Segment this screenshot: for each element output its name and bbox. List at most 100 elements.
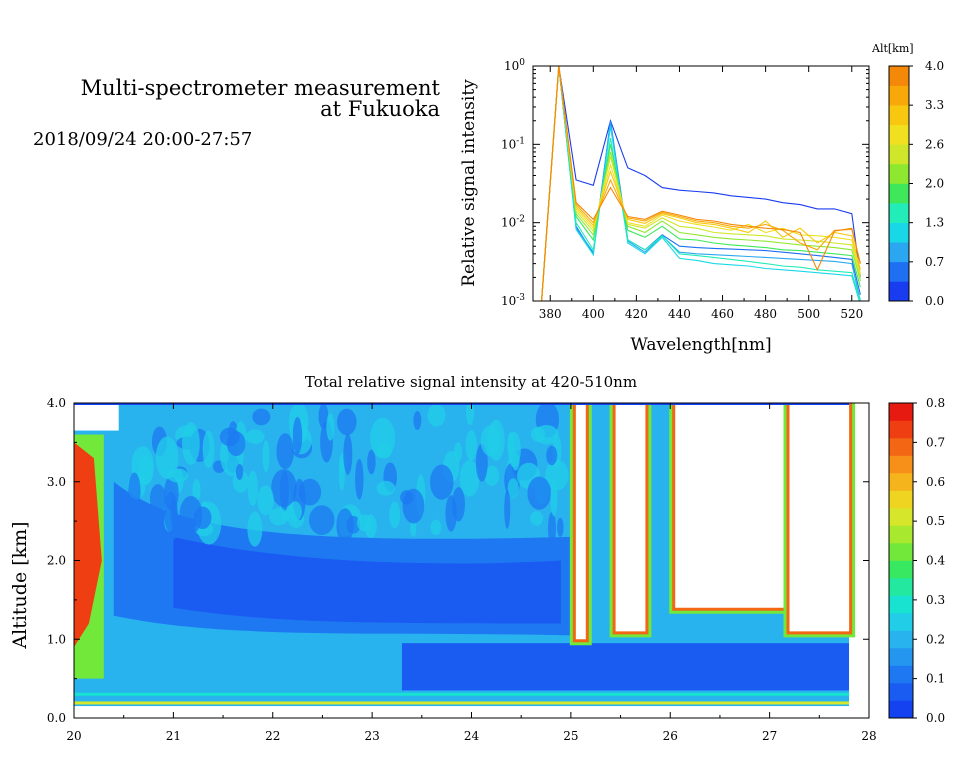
heatmap-y-tick-label: 0.0 — [47, 711, 66, 725]
heatmap-boundary-band — [401, 643, 850, 691]
heatmap-y-tick-label: 4.0 — [47, 396, 66, 410]
spectrum-x-tick-label: 420 — [625, 307, 648, 321]
altitude-colorbar-label: 4.0 — [925, 59, 944, 73]
spectrum-x-tick-label: 520 — [840, 307, 863, 321]
intensity-colorbar-cell — [889, 578, 913, 596]
intensity-colorbar-cell — [889, 420, 913, 439]
spectrum-x-tick-label: 440 — [668, 307, 691, 321]
heatmap-x-tick-label: 25 — [563, 729, 578, 743]
intensity-colorbar-label: 0.4 — [926, 554, 945, 568]
heatmap-speckle — [337, 408, 357, 436]
heatmap-speckle — [427, 404, 446, 427]
heatmap-nodata — [74, 403, 119, 431]
figure-title-line1: Multi-spectrometer measurement — [81, 76, 441, 100]
heatmap-speckle — [527, 476, 552, 510]
heatmap-speckle — [465, 403, 475, 426]
heatmap-speckle — [548, 512, 556, 545]
heatmap-speckle — [343, 433, 353, 475]
heatmap-surface-line-2 — [74, 692, 850, 696]
heatmap-speckle — [402, 488, 425, 524]
heatmap-x-tick-label: 22 — [265, 729, 280, 743]
spectrum-series-line-0 — [541, 66, 861, 301]
heatmap-speckle — [128, 472, 141, 511]
altitude-colorbar-cell — [889, 144, 909, 165]
spectrum-x-tick-label: 380 — [539, 307, 562, 321]
heatmap-speckle — [170, 495, 177, 532]
spectrum-y-tick-label: 10-3 — [501, 293, 525, 308]
heatmap-speckle — [192, 478, 201, 502]
spectrum-series-line-2 — [541, 66, 861, 301]
intensity-colorbar-cell — [889, 490, 913, 509]
heatmap-speckle — [149, 484, 166, 514]
heatmap-speckle — [550, 479, 558, 517]
heatmap-speckle — [138, 455, 154, 486]
heatmap-speckle — [410, 519, 417, 538]
heatmap-speckle — [288, 501, 302, 522]
spectrum-series-line-9 — [541, 66, 861, 301]
heatmap-speckle — [413, 411, 422, 430]
spectrum-y-tick-label: 10-2 — [501, 215, 525, 230]
heatmap-speckle — [247, 511, 263, 547]
altitude-colorbar-cell — [889, 105, 909, 126]
heatmap-speckle — [430, 519, 442, 536]
heatmap-x-tick-label: 27 — [762, 729, 777, 743]
heatmap-speckle — [262, 440, 270, 473]
spectrum-chart: 380 400 420 440 460 480 500 520 100 10-1 10-2 10-3… — [459, 58, 870, 355]
altitude-colorbar-cell — [889, 261, 909, 282]
heatmap-speckle — [226, 431, 246, 457]
altitude-colorbar-title: Alt[km] — [871, 42, 914, 55]
heatmap-speckle — [257, 485, 274, 516]
spectrum-series-line-11 — [541, 66, 861, 301]
heatmap-speckle — [252, 408, 271, 426]
heatmap-top-line — [74, 403, 850, 405]
heatmap-speckle — [376, 480, 396, 496]
spectrum-x-tick-label: 500 — [797, 307, 820, 321]
intensity-colorbar-cell — [889, 613, 913, 631]
intensity-colorbar-label: 0.7 — [926, 435, 945, 449]
intensity-colorbar-label: 0.3 — [926, 593, 945, 607]
heatmap-speckle — [389, 501, 401, 529]
heatmap-speckle — [179, 495, 203, 534]
spectrum-y-tick-label: 10-1 — [501, 136, 525, 151]
intensity-colorbar-cell — [889, 683, 913, 701]
heatmap-speckle — [336, 508, 354, 543]
intensity-colorbar-cell — [889, 403, 913, 421]
heatmap-chart: 20 21 22 23 24 25 26 27 28 0.0 1.0 2.0 3.0 4.0 Altit… — [9, 396, 877, 743]
spectrum-series-line-7 — [541, 66, 861, 301]
heatmap-speckle — [545, 459, 569, 491]
heatmap-speckle — [459, 460, 480, 497]
heatmap-y-axis-label: Altitude [km] — [9, 521, 31, 649]
altitude-colorbar-label: 1.3 — [925, 216, 944, 230]
altitude-colorbar-cell — [889, 242, 909, 263]
intensity-colorbar: 0.0 0.1 0.2 0.3 0.4 0.5 0.6 0.7 0.8 — [888, 396, 945, 725]
heatmap-speckle — [292, 416, 303, 455]
heatmap-speckle — [155, 436, 179, 480]
intensity-colorbar-cell — [889, 473, 913, 491]
cloud-saturated — [789, 403, 850, 632]
intensity-colorbar-cell — [889, 595, 913, 614]
heatmap-speckle — [309, 505, 335, 535]
intensity-colorbar-cell — [889, 630, 913, 649]
heatmap-speckle — [271, 469, 297, 508]
intensity-colorbar-cell — [889, 438, 913, 456]
heatmap-speckle — [356, 514, 373, 532]
heatmap-speckle — [355, 458, 364, 500]
heatmap-speckle — [182, 422, 200, 465]
heatmap-x-tick-label: 24 — [464, 729, 480, 743]
intensity-colorbar-cell — [889, 648, 913, 666]
figure-title-line2: at Fukuoka — [320, 97, 440, 121]
heatmap-speckle — [367, 449, 376, 475]
altitude-colorbar-label: 2.0 — [925, 177, 944, 191]
heatmap-x-tick-label: 28 — [861, 729, 876, 743]
altitude-colorbar: Alt[km] 0.0 0.7 1.3 2.0 2.6 3.3 4.0 — [871, 42, 944, 308]
heatmap-speckle — [465, 430, 478, 461]
spectrum-y-tick-label: 100 — [504, 58, 525, 73]
spectrum-series-line-6 — [541, 66, 861, 301]
heatmap-speckle — [507, 478, 519, 499]
spectrum-x-tick-label: 460 — [711, 307, 734, 321]
intensity-colorbar-label: 0.8 — [926, 396, 945, 410]
intensity-colorbar-label: 0.1 — [926, 672, 945, 686]
intensity-colorbar-label: 0.6 — [926, 475, 945, 489]
altitude-colorbar-cell — [889, 222, 909, 243]
